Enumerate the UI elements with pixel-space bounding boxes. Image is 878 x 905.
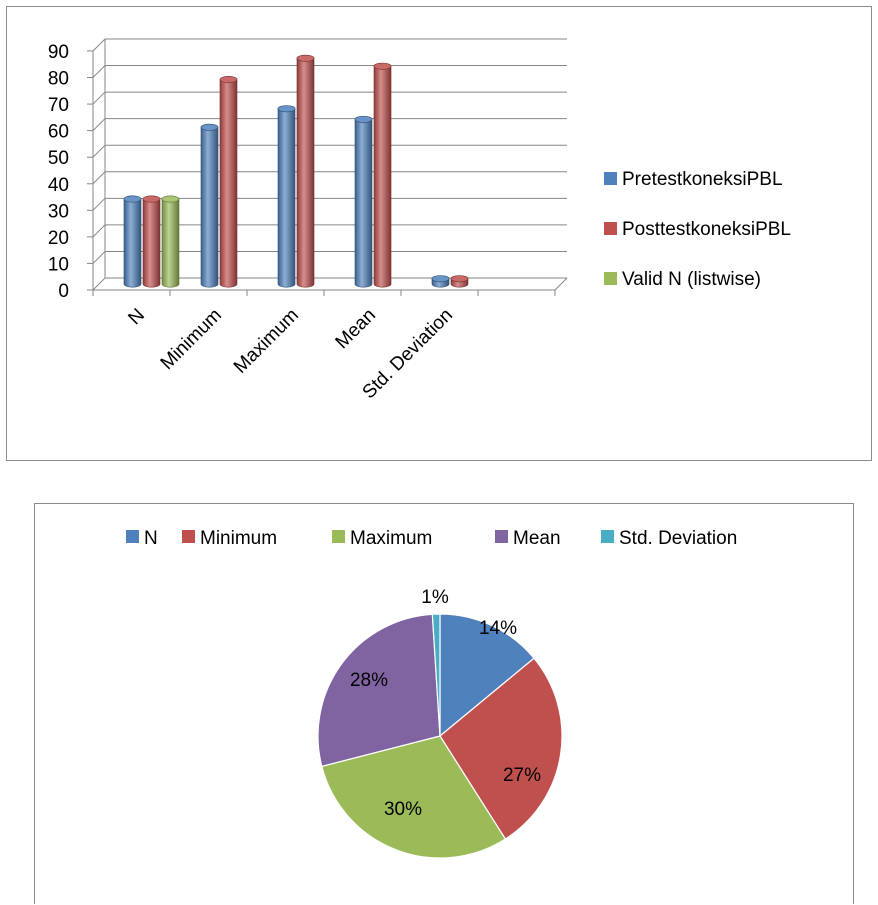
gridline-depth xyxy=(92,38,106,52)
legend-swatch xyxy=(495,530,508,543)
gridline-depth xyxy=(92,277,106,291)
bar-top xyxy=(373,62,392,70)
y-tick-label: 70 xyxy=(48,95,69,116)
bar-chart-frame: 0 10 20 30 40 50 60 70 80 90 N Minimum Maximum Mean St… xyxy=(6,6,872,461)
pie-chart-frame: 14% 27% 30% 28% 1% N Minimum Maximum Mean Std. De… xyxy=(34,503,854,904)
y-tick-label: 20 xyxy=(48,228,69,249)
pie-data-label: 30% xyxy=(384,799,422,820)
legend-label: Valid N (listwise) xyxy=(622,269,761,290)
pie-slice xyxy=(439,613,535,738)
pie-data-label: 28% xyxy=(350,670,388,691)
legend-label: Mean xyxy=(513,528,561,549)
legend-swatch xyxy=(604,272,617,285)
legend-label: Minimum xyxy=(200,528,277,549)
pie-data-label: 14% xyxy=(479,618,517,639)
pie-slice xyxy=(431,613,441,737)
bar xyxy=(354,119,373,288)
bar xyxy=(123,198,142,288)
legend-swatch xyxy=(601,530,614,543)
legend-label: PosttestkoneksiPBL xyxy=(622,219,791,240)
x-tick-label: Maximum xyxy=(230,305,303,378)
bar-top xyxy=(161,195,180,203)
y-tick-label: 10 xyxy=(48,254,69,275)
pie-data-label: 1% xyxy=(421,587,449,608)
x-tick-label: Minimum xyxy=(157,305,226,374)
bar xyxy=(200,126,219,288)
bar xyxy=(161,198,180,288)
pie-data-label: 27% xyxy=(503,765,541,786)
legend-swatch xyxy=(604,172,617,185)
legend-swatch xyxy=(604,222,617,235)
gridline-depth xyxy=(92,65,106,78)
y-tick-label: 60 xyxy=(48,122,69,143)
pie-chart: 14% 27% 30% 28% 1% N Minimum Maximum Mean Std. De… xyxy=(126,528,737,859)
legend-label: N xyxy=(144,528,158,549)
bar-top xyxy=(219,75,238,83)
bar xyxy=(277,108,296,288)
gridline-depth xyxy=(92,171,106,185)
x-tick-label: N xyxy=(124,305,149,330)
y-tick-label: 30 xyxy=(48,201,69,222)
legend-swatch xyxy=(126,530,139,543)
y-tick-label: 90 xyxy=(48,42,69,63)
bar-top xyxy=(142,195,161,203)
legend-label: Maximum xyxy=(350,528,432,549)
bar-top xyxy=(123,195,142,203)
bar xyxy=(373,65,392,288)
y-tick-label: 80 xyxy=(48,69,69,90)
bar xyxy=(296,57,315,288)
bar-top xyxy=(296,54,315,62)
bar xyxy=(142,198,161,288)
bar xyxy=(219,79,238,288)
gridline-depth xyxy=(92,197,106,211)
x-axis-floor-edge xyxy=(554,277,568,291)
bar-top xyxy=(277,105,296,113)
bar-top xyxy=(200,123,219,131)
y-tick-label: 40 xyxy=(48,175,69,196)
x-tick-label: Mean xyxy=(332,305,380,353)
gridline-depth xyxy=(92,144,106,158)
legend-swatch xyxy=(182,530,195,543)
bar-top xyxy=(431,275,450,283)
legend-label: PretestkoneksiPBL xyxy=(622,169,783,190)
gridline-depth xyxy=(92,118,106,131)
legend-label: Std. Deviation xyxy=(619,528,737,549)
pie-slice xyxy=(439,657,563,840)
gridline-depth xyxy=(92,91,106,105)
gridline-depth xyxy=(92,224,106,238)
pie-slice xyxy=(321,735,507,859)
bar-top xyxy=(450,275,469,283)
gridline-depth xyxy=(92,251,106,264)
y-tick-label: 0 xyxy=(58,281,69,302)
pie-slice xyxy=(317,613,441,768)
bar-top xyxy=(354,115,373,123)
y-tick-label: 50 xyxy=(48,148,69,169)
legend-swatch xyxy=(332,530,345,543)
